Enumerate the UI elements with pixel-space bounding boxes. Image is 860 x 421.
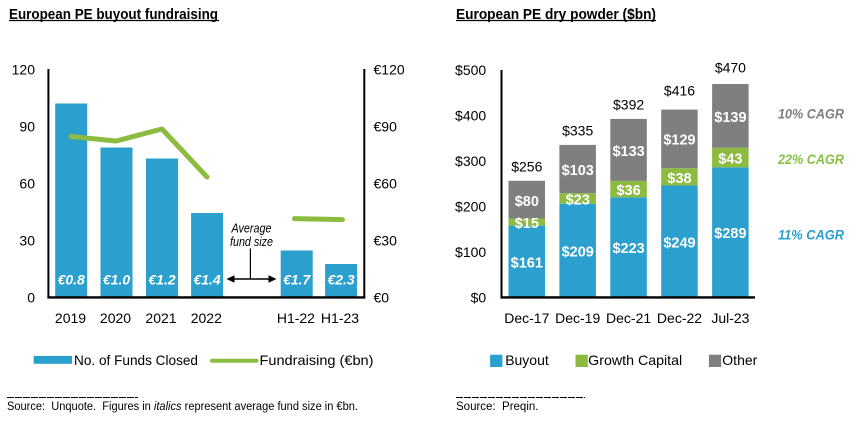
svg-text:€1.7: €1.7 — [283, 272, 311, 288]
svg-text:No. of Funds Closed: No. of Funds Closed — [74, 352, 198, 368]
svg-text:$100: $100 — [455, 244, 486, 260]
svg-text:$335: $335 — [562, 123, 593, 139]
svg-text:22% CAGR: 22% CAGR — [777, 152, 844, 167]
svg-text:€60: €60 — [374, 176, 398, 192]
svg-text:European PE dry powder ($bn): European PE dry powder ($bn) — [456, 7, 656, 23]
svg-text:€120: €120 — [374, 62, 405, 78]
svg-text:€2.3: €2.3 — [327, 272, 354, 288]
svg-text:Dec-22: Dec-22 — [657, 310, 702, 326]
svg-text:$300: $300 — [455, 153, 486, 169]
svg-text:$103: $103 — [562, 163, 594, 179]
svg-text:$400: $400 — [455, 108, 486, 124]
svg-text:Jul-23: Jul-23 — [711, 310, 749, 326]
svg-text:Dec-17: Dec-17 — [504, 310, 549, 326]
svg-text:Average: Average — [231, 222, 272, 236]
svg-text:$161: $161 — [511, 255, 543, 271]
svg-text:Growth Capital: Growth Capital — [588, 352, 682, 368]
svg-text:fund size: fund size — [230, 235, 273, 249]
svg-text:Other: Other — [722, 352, 757, 368]
svg-text:$23: $23 — [566, 193, 590, 209]
svg-text:10% CAGR: 10% CAGR — [778, 106, 844, 121]
svg-text:H1-23: H1-23 — [321, 310, 359, 326]
svg-text:$500: $500 — [455, 62, 486, 78]
svg-text:$43: $43 — [718, 152, 742, 168]
svg-text:2020: 2020 — [100, 310, 131, 326]
svg-text:$139: $139 — [714, 110, 746, 126]
svg-text:120: 120 — [12, 62, 36, 78]
svg-text:$80: $80 — [515, 194, 539, 210]
svg-text:Fundraising (€bn): Fundraising (€bn) — [260, 352, 374, 368]
svg-text:0: 0 — [27, 290, 35, 306]
svg-text:$256: $256 — [511, 159, 542, 175]
svg-text:30: 30 — [19, 233, 35, 249]
svg-text:$0: $0 — [471, 290, 487, 306]
svg-text:€0.8: €0.8 — [58, 272, 85, 288]
svg-text:$129: $129 — [663, 132, 695, 148]
svg-text:$36: $36 — [616, 183, 640, 199]
svg-text:€1.0: €1.0 — [103, 272, 130, 288]
svg-text:11% CAGR: 11% CAGR — [778, 228, 844, 243]
svg-text:Source: Preqin.: Source: Preqin. — [456, 401, 538, 413]
svg-text:2019: 2019 — [55, 310, 86, 326]
svg-text:€90: €90 — [374, 119, 398, 135]
svg-text:$223: $223 — [612, 241, 644, 257]
svg-text:Buyout: Buyout — [505, 352, 549, 368]
svg-text:€1.2: €1.2 — [148, 272, 175, 288]
svg-text:$416: $416 — [664, 83, 695, 99]
svg-text:2021: 2021 — [145, 310, 176, 326]
svg-text:European PE buyout fundraising: European PE buyout fundraising — [9, 7, 218, 23]
svg-text:Dec-19: Dec-19 — [555, 310, 600, 326]
svg-text:€30: €30 — [374, 233, 398, 249]
svg-text:€0: €0 — [374, 290, 390, 306]
svg-text:$289: $289 — [714, 226, 746, 242]
svg-text:Dec-21: Dec-21 — [606, 310, 651, 326]
svg-text:$38: $38 — [667, 171, 691, 187]
svg-text:Source: Unquote. Figures in: Source: Unquote. Figures in italics repr… — [7, 401, 358, 413]
svg-text:2022: 2022 — [191, 310, 222, 326]
svg-text:€1.4: €1.4 — [193, 272, 220, 288]
svg-text:$209: $209 — [562, 244, 594, 260]
svg-text:$249: $249 — [663, 235, 695, 251]
svg-text:$133: $133 — [612, 144, 644, 160]
svg-text:$15: $15 — [515, 216, 539, 232]
svg-text:H1-22: H1-22 — [277, 310, 315, 326]
svg-text:$470: $470 — [715, 60, 746, 76]
svg-text:$200: $200 — [455, 199, 486, 215]
svg-text:90: 90 — [19, 119, 35, 135]
svg-text:$392: $392 — [613, 97, 644, 113]
svg-text:60: 60 — [19, 176, 35, 192]
